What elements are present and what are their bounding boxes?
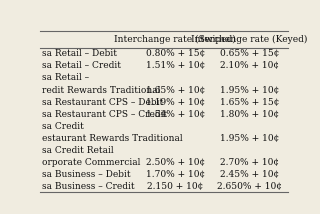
Text: sa Restaurant CPS – Credit: sa Restaurant CPS – Credit	[43, 110, 168, 119]
Text: sa Business – Debit: sa Business – Debit	[43, 170, 131, 179]
Text: 1.65% + 15¢: 1.65% + 15¢	[220, 98, 279, 107]
Text: sa Retail –: sa Retail –	[43, 73, 90, 83]
Text: 1.19% + 10¢: 1.19% + 10¢	[146, 98, 205, 107]
Text: 1.95% + 10¢: 1.95% + 10¢	[220, 134, 279, 143]
Text: 2.650% + 10¢: 2.650% + 10¢	[217, 182, 282, 191]
Text: sa Credit: sa Credit	[43, 122, 84, 131]
Text: 2.10% + 10¢: 2.10% + 10¢	[220, 61, 279, 70]
Text: Interchange rate (Swiped): Interchange rate (Swiped)	[114, 35, 236, 44]
Text: 1.70% + 10¢: 1.70% + 10¢	[146, 170, 205, 179]
Text: 1.51% + 10¢: 1.51% + 10¢	[146, 61, 205, 70]
Text: 2.70% + 10¢: 2.70% + 10¢	[220, 158, 279, 167]
Text: 0.65% + 15¢: 0.65% + 15¢	[220, 49, 279, 58]
Text: 1.54% + 10¢: 1.54% + 10¢	[146, 110, 205, 119]
Text: sa Restaurant CPS – Debit: sa Restaurant CPS – Debit	[43, 98, 164, 107]
Text: orporate Commercial: orporate Commercial	[43, 158, 141, 167]
Text: Interchange rate (Keyed): Interchange rate (Keyed)	[191, 35, 308, 44]
Text: sa Business – Credit: sa Business – Credit	[43, 182, 135, 191]
Text: sa Credit Retail: sa Credit Retail	[43, 146, 114, 155]
Text: 2.50% + 10¢: 2.50% + 10¢	[146, 158, 205, 167]
Text: 1.65% + 10¢: 1.65% + 10¢	[146, 86, 205, 95]
Text: redit Rewards Traditional: redit Rewards Traditional	[43, 86, 161, 95]
Text: 2.45% + 10¢: 2.45% + 10¢	[220, 170, 279, 179]
Text: 2.150 + 10¢: 2.150 + 10¢	[147, 182, 203, 191]
Text: 1.80% + 10¢: 1.80% + 10¢	[220, 110, 279, 119]
Text: 0.80% + 15¢: 0.80% + 15¢	[146, 49, 205, 58]
Text: sa Retail – Credit: sa Retail – Credit	[43, 61, 122, 70]
Text: 1.95% + 10¢: 1.95% + 10¢	[220, 86, 279, 95]
Text: estaurant Rewards Traditional: estaurant Rewards Traditional	[43, 134, 183, 143]
Text: sa Retail – Debit: sa Retail – Debit	[43, 49, 117, 58]
